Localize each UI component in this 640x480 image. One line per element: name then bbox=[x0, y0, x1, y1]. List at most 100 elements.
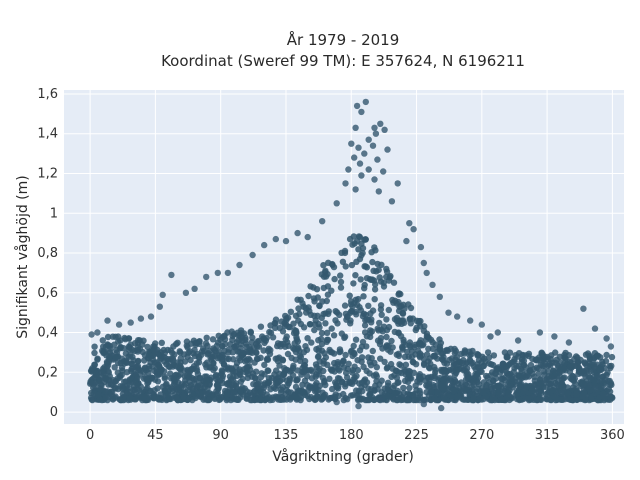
data-point bbox=[356, 347, 364, 354]
data-point bbox=[316, 302, 323, 309]
data-point bbox=[210, 360, 217, 367]
data-point bbox=[296, 387, 303, 394]
point-cloud bbox=[87, 233, 616, 404]
data-point bbox=[587, 367, 594, 375]
data-point bbox=[273, 379, 281, 387]
x-tick-labels: 0 45 90 135 180 225 270 315 360 bbox=[86, 428, 625, 443]
data-point bbox=[106, 356, 113, 363]
data-point bbox=[362, 98, 369, 106]
data-point bbox=[249, 370, 257, 377]
data-point bbox=[322, 320, 329, 327]
data-point bbox=[499, 375, 506, 382]
data-point bbox=[584, 380, 591, 387]
data-point bbox=[499, 360, 506, 367]
data-point bbox=[328, 325, 335, 332]
data-point bbox=[314, 312, 321, 319]
data-point bbox=[237, 389, 244, 396]
data-point bbox=[144, 392, 151, 399]
data-point bbox=[254, 380, 261, 388]
x-tick-label: 270 bbox=[469, 428, 494, 443]
data-point bbox=[480, 396, 487, 403]
data-point bbox=[410, 226, 417, 233]
data-point bbox=[354, 366, 362, 374]
data-point bbox=[603, 335, 610, 342]
data-point bbox=[229, 336, 236, 343]
data-point bbox=[480, 362, 487, 369]
data-point bbox=[460, 386, 467, 393]
data-point bbox=[552, 387, 560, 395]
data-point bbox=[556, 369, 563, 376]
data-point bbox=[285, 323, 292, 331]
data-point bbox=[344, 313, 351, 320]
data-point bbox=[359, 338, 367, 346]
data-point bbox=[94, 356, 101, 363]
data-point bbox=[332, 317, 339, 324]
data-point bbox=[320, 262, 327, 269]
data-point bbox=[182, 289, 190, 296]
data-point bbox=[395, 318, 403, 325]
data-point bbox=[261, 241, 268, 249]
data-point bbox=[94, 329, 101, 336]
data-point bbox=[554, 381, 561, 388]
data-point bbox=[147, 387, 154, 395]
data-point bbox=[396, 361, 403, 368]
data-point bbox=[134, 344, 142, 351]
data-point bbox=[353, 372, 360, 380]
data-point bbox=[467, 317, 474, 324]
data-point bbox=[251, 359, 258, 366]
data-point bbox=[220, 361, 228, 368]
data-point bbox=[369, 142, 377, 149]
data-point bbox=[462, 396, 470, 403]
data-point bbox=[308, 339, 315, 346]
data-point bbox=[159, 291, 166, 298]
data-point bbox=[319, 374, 327, 382]
data-point bbox=[411, 390, 418, 397]
data-point bbox=[121, 334, 128, 342]
data-point bbox=[281, 371, 288, 378]
data-point bbox=[420, 400, 427, 408]
data-point bbox=[177, 355, 184, 362]
data-point bbox=[406, 220, 413, 227]
data-point bbox=[408, 353, 416, 361]
data-point bbox=[393, 374, 401, 381]
data-point bbox=[332, 379, 339, 386]
data-point bbox=[356, 160, 364, 167]
data-point bbox=[490, 377, 497, 385]
data-point bbox=[395, 291, 402, 298]
data-point bbox=[490, 389, 497, 396]
data-point bbox=[511, 378, 518, 385]
data-point bbox=[265, 347, 272, 355]
data-point bbox=[325, 310, 332, 318]
data-point bbox=[154, 361, 162, 369]
data-point bbox=[512, 391, 520, 398]
data-point bbox=[218, 394, 225, 401]
data-point bbox=[400, 384, 407, 392]
data-point bbox=[335, 392, 342, 399]
y-tick-label: 1 bbox=[50, 206, 58, 221]
data-point bbox=[257, 323, 265, 330]
x-axis-label: Vågriktning (grader) bbox=[272, 448, 414, 465]
data-point bbox=[236, 261, 243, 269]
data-point bbox=[205, 350, 212, 357]
data-point bbox=[572, 386, 580, 393]
data-point bbox=[377, 355, 384, 362]
data-point bbox=[395, 352, 403, 360]
data-point bbox=[384, 382, 392, 389]
data-point bbox=[590, 356, 597, 363]
data-point bbox=[307, 283, 314, 290]
data-point bbox=[454, 313, 461, 320]
data-point bbox=[169, 355, 176, 362]
data-point bbox=[342, 394, 349, 402]
data-point bbox=[195, 359, 203, 366]
data-point bbox=[388, 337, 395, 345]
data-point bbox=[512, 352, 519, 359]
data-point bbox=[337, 284, 345, 291]
data-point bbox=[342, 383, 349, 390]
data-point bbox=[454, 393, 461, 401]
data-point bbox=[304, 233, 311, 241]
data-point bbox=[546, 360, 553, 368]
data-point bbox=[412, 326, 419, 334]
data-point bbox=[358, 252, 365, 259]
data-point bbox=[315, 347, 322, 355]
data-point bbox=[365, 385, 372, 392]
